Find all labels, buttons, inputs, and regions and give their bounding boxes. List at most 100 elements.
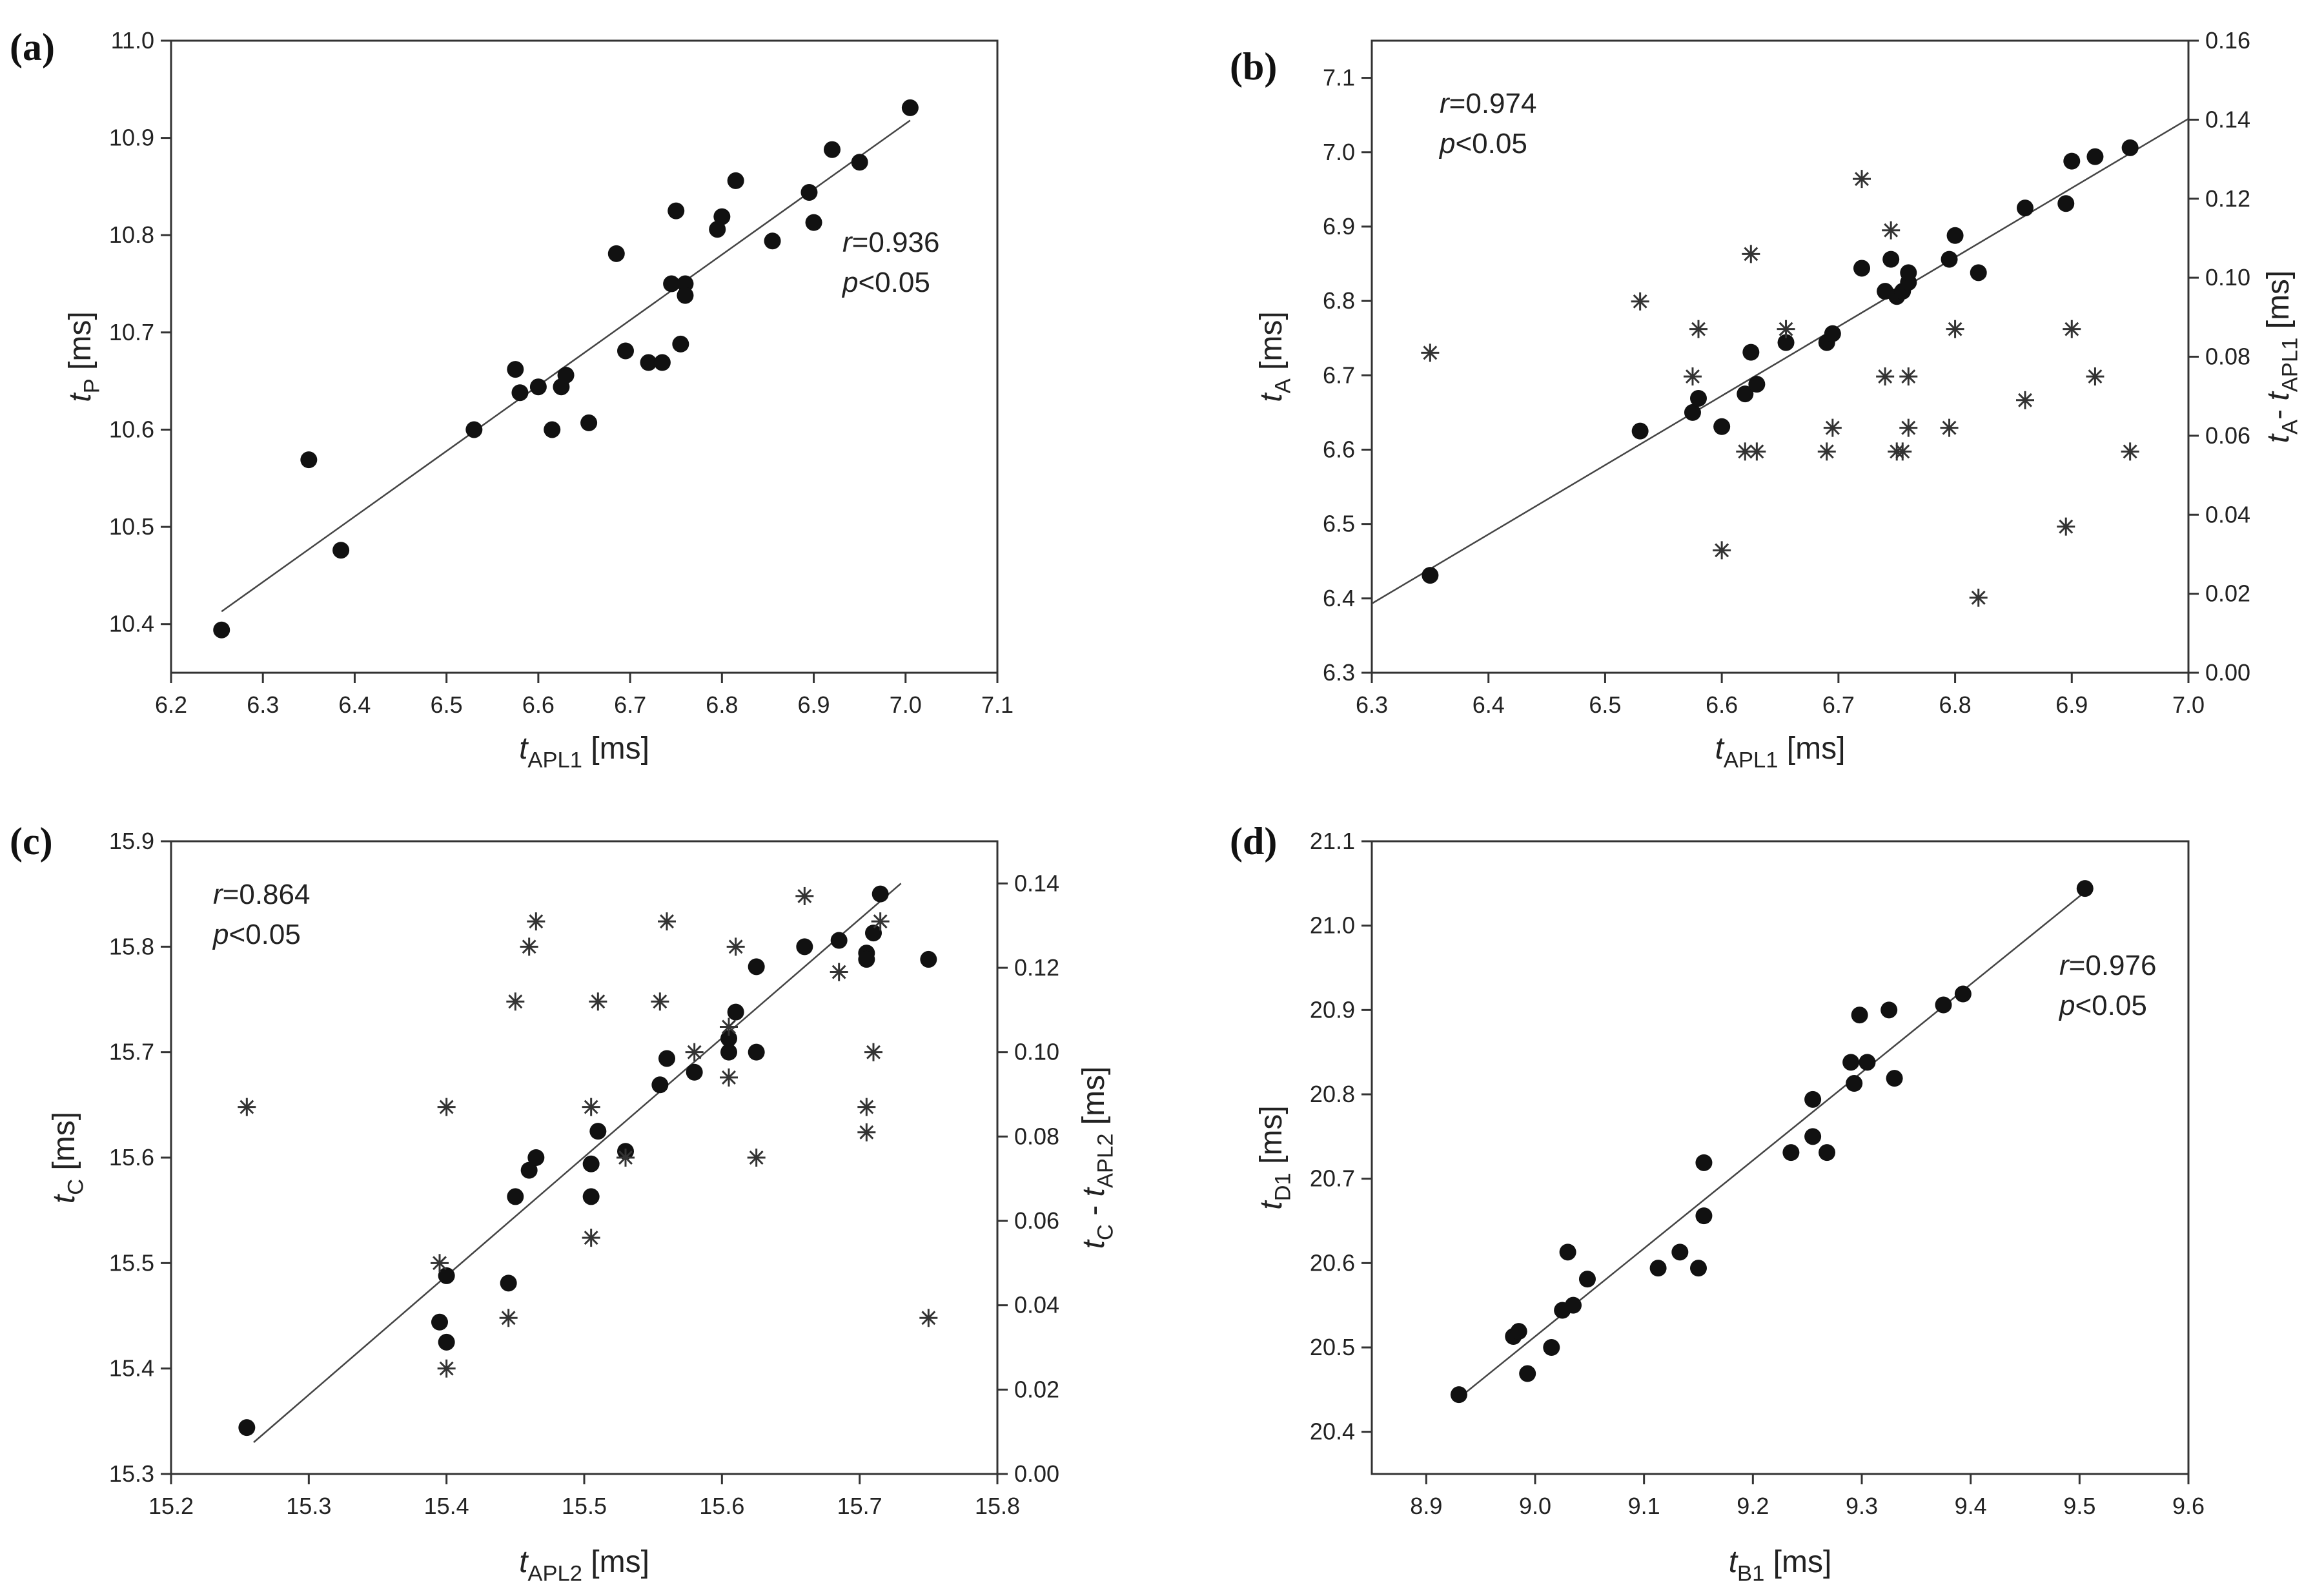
series-difference (1421, 170, 2139, 607)
y-tick-label: 21.0 (1310, 912, 1355, 939)
data-point (2086, 148, 2104, 165)
series-values (238, 885, 937, 1437)
y-right-axis-label: tA- tAPL1 [ms] (2261, 271, 2302, 444)
y-tick-label: 6.8 (1323, 287, 1355, 314)
data-point (748, 1043, 765, 1061)
star-stroke (660, 914, 674, 929)
data-point (800, 183, 818, 201)
star-data-point (658, 912, 676, 931)
y-right-tick-label: 0.10 (1014, 1039, 1059, 1065)
star-data-point (1882, 221, 1901, 240)
data-point (651, 1076, 669, 1094)
star-data-point (1817, 442, 1836, 461)
data-point (663, 275, 680, 292)
data-point (431, 1313, 448, 1331)
star-stroke (1749, 444, 1764, 459)
y-tick-label: 20.5 (1310, 1334, 1355, 1360)
star-data-point (1940, 418, 1959, 437)
star-data-point (747, 1149, 766, 1167)
data-point (238, 1419, 256, 1437)
star-stroke (1884, 223, 1899, 238)
p-value: p<0.05 (841, 267, 930, 298)
y-tick-label: 7.0 (1323, 139, 1355, 165)
plot-frame (170, 39, 999, 674)
x-tick-label: 9.5 (2063, 1493, 2095, 1519)
data-point (2063, 152, 2081, 170)
x-tick-label: 7.0 (890, 691, 922, 718)
data-point (764, 232, 781, 250)
star-data-point (1631, 292, 1649, 311)
star-stroke (1686, 369, 1700, 384)
data-point (520, 1161, 538, 1179)
y-axis-label: tP [ms] (63, 311, 104, 402)
star-stroke (2018, 393, 2032, 407)
y-right-tick-label: 0.14 (2205, 106, 2250, 132)
star-data-point (431, 1254, 449, 1273)
x-axis-label: tAPL1 [ms] (519, 732, 649, 772)
y-right-tick-label: 0.02 (1014, 1376, 1059, 1402)
star-stroke (1878, 369, 1893, 384)
star-data-point (1823, 418, 1842, 437)
star-data-point (720, 1018, 738, 1036)
data-point (465, 421, 483, 438)
x-tick-label: 15.4 (424, 1493, 469, 1519)
data-point (865, 925, 882, 942)
y-tick-label: 15.9 (109, 828, 154, 854)
data-point (748, 958, 765, 976)
y-right-tick-label: 0.04 (2205, 501, 2250, 527)
data-point (1713, 418, 1731, 435)
y-right-axis-label: tC - tAPL2 [ms] (1077, 1067, 1117, 1249)
star-data-point (520, 937, 538, 956)
star-data-point (651, 992, 669, 1011)
x-tick-label: 7.1 (981, 691, 1014, 718)
data-point (438, 1267, 455, 1284)
data-point (1690, 389, 1707, 407)
x-tick-label: 6.3 (1356, 691, 1388, 718)
data-point (1935, 996, 1952, 1014)
star-stroke (859, 1125, 874, 1140)
series-values (1422, 139, 2139, 584)
data-point (1782, 1144, 1800, 1161)
y-right-tick-label: 0.08 (2205, 343, 2250, 370)
star-stroke (618, 1151, 633, 1165)
star-stroke (2064, 322, 2079, 336)
star-data-point (527, 912, 545, 931)
data-point (1649, 1260, 1667, 1277)
data-point (677, 287, 694, 304)
data-point (2017, 200, 2034, 217)
data-point (1859, 1054, 1876, 1071)
x-tick-label: 15.3 (286, 1493, 331, 1519)
y-tick-label: 20.9 (1310, 996, 1355, 1023)
data-point (1842, 1054, 1860, 1071)
chart-panel-d: (d) 8.9 9.0 9.1 9.2 9.3 9.4 9.5 9.6 20.4 20.5 20.6 2… (1230, 820, 2205, 1586)
x-tick-label: 6.2 (155, 691, 187, 718)
x-tick-label: 9.6 (2172, 1493, 2205, 1519)
star-data-point (1683, 367, 1702, 386)
data-point (1695, 1207, 1713, 1225)
star-data-point (1689, 320, 1707, 338)
data-point (1824, 325, 1841, 342)
regression-line (1371, 118, 2189, 604)
star-data-point (685, 1043, 704, 1061)
data-point (713, 208, 731, 225)
star-data-point (499, 1309, 518, 1327)
star-stroke (1715, 543, 1729, 558)
x-tick-label: 6.6 (522, 691, 555, 718)
y-tick-label: 6.7 (1323, 362, 1355, 388)
star-data-point (864, 1043, 882, 1061)
data-point (438, 1333, 455, 1351)
x-tick-label: 6.7 (614, 691, 646, 718)
p-value: p<0.05 (212, 919, 301, 950)
y-right-tick-label: 0.00 (2205, 659, 2250, 686)
data-point (500, 1274, 517, 1292)
data-point (1559, 1243, 1576, 1261)
star-data-point (1853, 170, 1871, 189)
y-axis-label: tD1 [ms] (1254, 1105, 1295, 1210)
y-tick-label: 15.4 (109, 1355, 154, 1382)
chart-panel-c: (c) 15.2 15.3 15.4 15.5 15.6 15.7 15.8 15.3 15.4 1… (10, 820, 1117, 1586)
star-data-point (726, 937, 745, 956)
x-axis-label: tB1 [ms] (1729, 1545, 1832, 1586)
data-point (617, 342, 634, 360)
star-data-point (617, 1149, 635, 1167)
